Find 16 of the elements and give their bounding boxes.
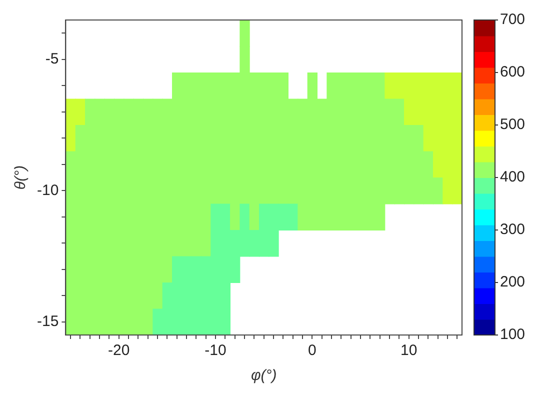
- y-tick-label: -10: [36, 182, 59, 199]
- x-tick-label: -10: [204, 342, 226, 360]
- y-tick-label: -5: [45, 50, 59, 68]
- y-axis-title: θ(°): [12, 165, 30, 190]
- x-tick-label: -20: [108, 342, 130, 360]
- color-bar-label: 600: [500, 64, 526, 81]
- color-bar-label: 200: [500, 274, 526, 291]
- color-bar-label: 300: [500, 221, 526, 238]
- color-bar-label: 100: [500, 326, 526, 344]
- y-tick-label: -15: [36, 313, 59, 330]
- color-bar-label: 500: [500, 116, 526, 134]
- x-tick-label: 0: [308, 342, 316, 360]
- x-axis-title: φ(°): [250, 367, 277, 384]
- color-bar-label: 400: [500, 168, 526, 186]
- x-tick-label: 10: [400, 342, 418, 360]
- color-bar-label: 700: [500, 11, 526, 28]
